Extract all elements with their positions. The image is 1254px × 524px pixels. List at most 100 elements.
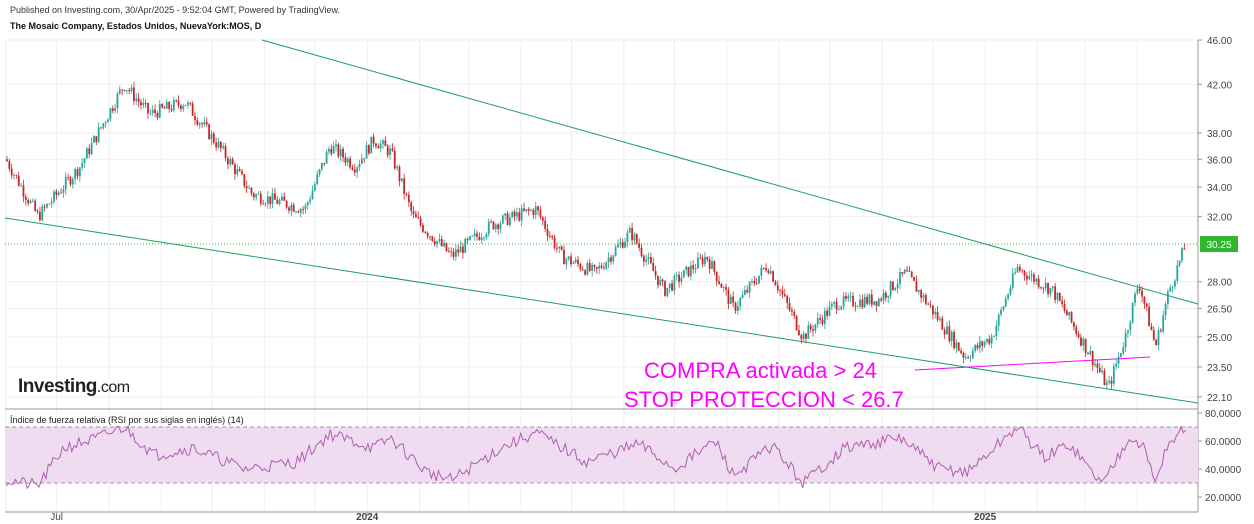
- candle-body: [833, 302, 836, 304]
- candle-body: [109, 108, 112, 120]
- candle-body: [863, 296, 866, 308]
- candle-body: [375, 143, 377, 147]
- candle-body: [671, 283, 673, 291]
- candle-body: [553, 237, 556, 249]
- candle-body: [558, 246, 561, 249]
- candle-body: [353, 169, 356, 173]
- price-tick-label: 22.10: [1207, 393, 1232, 404]
- candle-body: [800, 335, 803, 340]
- candle-body: [760, 267, 763, 276]
- candle-body: [13, 174, 15, 176]
- candle-body: [292, 204, 295, 212]
- candle-body: [1075, 326, 1078, 334]
- candle-body: [887, 295, 890, 298]
- candle-body: [986, 338, 988, 343]
- candle-body: [927, 303, 930, 305]
- candle-body: [1063, 304, 1066, 311]
- candle-body: [83, 158, 86, 164]
- candle-body: [826, 310, 829, 316]
- candle-body: [786, 295, 789, 304]
- candle-body: [69, 177, 72, 185]
- price-tick-label: 34.00: [1207, 183, 1232, 194]
- candle-body: [990, 336, 993, 344]
- candle-body: [1070, 312, 1073, 323]
- candle-body: [654, 271, 657, 276]
- candle-body: [203, 122, 206, 125]
- candle-body: [175, 100, 178, 102]
- candle-body: [758, 275, 760, 284]
- candle-body: [856, 306, 859, 308]
- candle-body: [885, 292, 887, 298]
- logo-domain: .com: [96, 379, 130, 396]
- candle-body: [1171, 286, 1174, 288]
- candle-body: [177, 100, 180, 106]
- candle-body: [725, 287, 727, 290]
- candle-body: [391, 148, 394, 151]
- candle-body: [953, 332, 955, 349]
- candle-body: [769, 271, 772, 274]
- candle-body: [299, 209, 302, 213]
- candle-body: [957, 342, 960, 351]
- candle-body: [304, 205, 307, 210]
- candle-body: [539, 210, 542, 218]
- candle-body: [802, 333, 805, 340]
- candle-body: [1040, 287, 1042, 289]
- candle-body: [187, 102, 189, 106]
- candle-body: [255, 194, 257, 198]
- candle-body: [114, 107, 116, 111]
- candle-body: [1028, 276, 1031, 280]
- candle-body: [913, 276, 915, 281]
- candle-body: [1035, 278, 1038, 282]
- price-tick-label: 46.00: [1207, 36, 1232, 47]
- candle-body: [614, 247, 617, 256]
- candle-body: [889, 281, 892, 296]
- candle-body: [130, 87, 133, 92]
- candle-body: [1131, 302, 1134, 323]
- candle-body: [908, 271, 911, 272]
- candle-body: [892, 281, 894, 290]
- candle-body: [100, 127, 102, 129]
- candle-body: [198, 123, 201, 125]
- candle-body: [1108, 380, 1111, 383]
- buy-trigger-line: [914, 356, 1151, 371]
- candle-body: [772, 271, 774, 282]
- candle-body: [476, 233, 478, 237]
- candle-body: [631, 227, 633, 241]
- candle-body: [1007, 294, 1009, 299]
- candle-body: [17, 175, 20, 186]
- candle-body: [882, 292, 885, 301]
- candle-body: [711, 261, 713, 269]
- candle-body: [487, 221, 490, 235]
- candle-body: [161, 103, 163, 108]
- candle-body: [612, 255, 615, 262]
- candle-body: [172, 100, 175, 111]
- candle-body: [128, 90, 131, 92]
- candle-body: [10, 168, 13, 176]
- candle-body: [678, 274, 680, 282]
- candle-body: [410, 202, 413, 212]
- candle-body: [673, 275, 676, 291]
- candle-body: [523, 208, 525, 211]
- candle-body: [896, 284, 899, 289]
- candle-body: [431, 236, 434, 241]
- price-tick-label: 32.00: [1207, 213, 1232, 224]
- candle-body: [894, 288, 897, 290]
- candle-body: [344, 157, 347, 163]
- candle-body: [71, 178, 74, 185]
- candle-body: [269, 196, 272, 204]
- candle-body: [210, 133, 213, 140]
- candle-body: [946, 326, 948, 335]
- candle-body: [149, 113, 152, 114]
- candle-body: [762, 267, 765, 269]
- candle-body: [379, 143, 382, 149]
- candle-body: [814, 324, 817, 331]
- candle-body: [309, 199, 312, 203]
- candle-body: [955, 342, 958, 349]
- candle-body: [15, 174, 18, 176]
- candle-body: [302, 209, 304, 210]
- candle-body: [1049, 287, 1052, 295]
- price-tick-label: 42.00: [1207, 80, 1232, 91]
- candle-body: [191, 103, 194, 116]
- candle-body: [34, 200, 37, 211]
- candle-body: [104, 122, 107, 124]
